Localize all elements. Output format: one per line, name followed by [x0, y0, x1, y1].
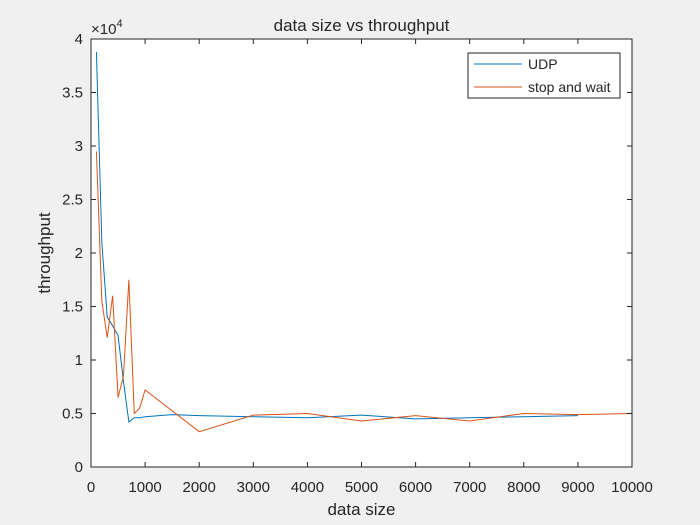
y-tick-label: 2	[75, 245, 83, 262]
x-axis-label: data size	[327, 500, 395, 519]
x-tick-label: 2000	[183, 479, 216, 496]
y-tick-label: 4	[75, 31, 83, 48]
y-axis-exponent-base: ×10	[91, 21, 116, 38]
series-line-udp	[95, 51, 578, 423]
series-layer	[95, 51, 633, 433]
y-axis-exponent: ×104	[91, 18, 123, 38]
y-axis-exponent-power: 4	[116, 18, 122, 30]
legend-label-udp: UDP	[528, 56, 558, 72]
y-tick-label: 1.5	[62, 299, 83, 316]
y-tick-label: 1	[75, 352, 83, 369]
legend: UDP stop and wait	[467, 52, 621, 99]
x-tick-label: 7000	[453, 479, 486, 496]
x-tick-label: 5000	[345, 479, 378, 496]
plot-area	[91, 39, 632, 467]
series-line-stop-and-wait	[95, 151, 633, 433]
y-tick-label: 3	[75, 138, 83, 155]
x-axis-ticks: 0 1000 2000 3000 4000 5000 6000 7000 8000 9000 100…	[87, 39, 653, 496]
x-tick-label: 9000	[561, 479, 594, 496]
x-tick-label: 0	[87, 479, 95, 496]
y-tick-label: 0	[75, 459, 83, 476]
y-tick-label: 0.5	[62, 406, 83, 423]
y-tick-label: 3.5	[62, 85, 83, 102]
x-tick-label: 4000	[291, 479, 324, 496]
x-tick-label: 10000	[611, 479, 653, 496]
y-axis-label: throughput	[35, 212, 54, 294]
legend-box	[467, 52, 621, 99]
legend-label-stop-and-wait: stop and wait	[528, 79, 611, 95]
x-tick-label: 3000	[237, 479, 270, 496]
chart-title: data size vs throughput	[274, 16, 450, 35]
x-tick-label: 1000	[128, 479, 161, 496]
x-tick-label: 8000	[507, 479, 540, 496]
y-axis-ticks: 0 0.5 1 1.5 2 2.5 3 3.5 4	[62, 31, 632, 476]
x-tick-label: 6000	[399, 479, 432, 496]
y-tick-label: 2.5	[62, 192, 83, 209]
